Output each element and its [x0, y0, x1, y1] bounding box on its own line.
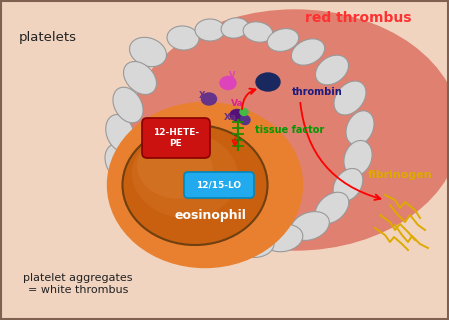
Text: red thrombus: red thrombus — [305, 11, 411, 25]
Ellipse shape — [221, 18, 249, 38]
Ellipse shape — [344, 140, 372, 176]
Ellipse shape — [123, 61, 157, 94]
Ellipse shape — [177, 225, 215, 252]
Text: eosinophil: eosinophil — [174, 209, 246, 221]
Text: thrombin: thrombin — [292, 87, 343, 97]
Ellipse shape — [240, 108, 248, 116]
Text: 12/15-LO: 12/15-LO — [197, 180, 242, 189]
Ellipse shape — [195, 19, 225, 41]
Text: X: X — [199, 91, 205, 100]
Ellipse shape — [234, 230, 274, 258]
Ellipse shape — [291, 212, 330, 240]
Text: tissue factor: tissue factor — [255, 125, 324, 135]
Ellipse shape — [220, 76, 236, 90]
Ellipse shape — [205, 231, 243, 257]
Text: platelet aggregates
= white thrombus: platelet aggregates = white thrombus — [23, 273, 133, 295]
Ellipse shape — [107, 102, 303, 268]
Ellipse shape — [316, 55, 348, 85]
Ellipse shape — [129, 37, 167, 67]
Ellipse shape — [167, 26, 199, 50]
Ellipse shape — [333, 168, 363, 202]
Ellipse shape — [113, 87, 143, 123]
Ellipse shape — [267, 28, 299, 52]
Ellipse shape — [130, 10, 449, 250]
Ellipse shape — [315, 192, 349, 224]
Ellipse shape — [256, 73, 280, 91]
Text: Xa: Xa — [224, 114, 237, 123]
Ellipse shape — [263, 224, 303, 252]
Ellipse shape — [243, 22, 273, 42]
Text: Va: Va — [231, 99, 243, 108]
Ellipse shape — [291, 39, 325, 65]
FancyBboxPatch shape — [142, 118, 210, 158]
Text: 12-HETE-
PE: 12-HETE- PE — [153, 128, 199, 148]
Ellipse shape — [230, 109, 244, 121]
Ellipse shape — [132, 132, 238, 218]
Text: V: V — [229, 70, 235, 79]
Ellipse shape — [130, 195, 166, 229]
Ellipse shape — [152, 213, 188, 243]
Ellipse shape — [240, 116, 250, 124]
Ellipse shape — [106, 115, 134, 151]
Ellipse shape — [346, 111, 374, 145]
FancyBboxPatch shape — [184, 172, 254, 198]
Ellipse shape — [202, 93, 216, 105]
Ellipse shape — [116, 172, 148, 208]
Text: fibrinogen: fibrinogen — [368, 170, 432, 180]
Ellipse shape — [334, 81, 366, 115]
Ellipse shape — [105, 144, 135, 180]
Ellipse shape — [138, 138, 212, 198]
Text: platelets: platelets — [19, 31, 77, 44]
Ellipse shape — [123, 125, 268, 245]
